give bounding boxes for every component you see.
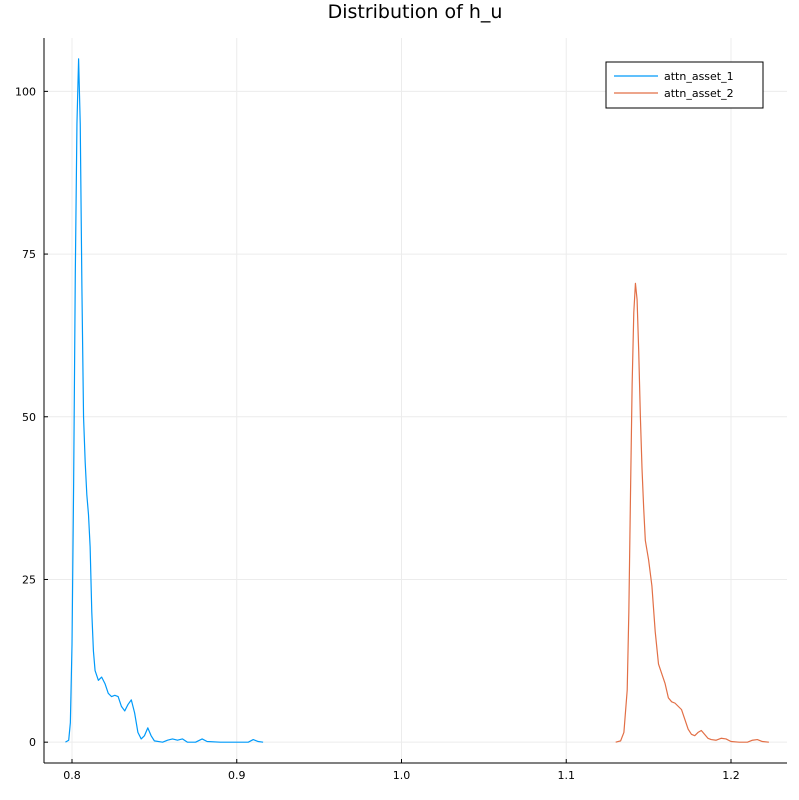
series-line-attn_asset_1 xyxy=(65,58,264,743)
x-tick-label: 0.9 xyxy=(228,769,246,782)
y-tick-label: 0 xyxy=(29,736,36,749)
chart-title: Distribution of h_u xyxy=(328,1,503,23)
tick-labels: 0.8 0.9 1.0 1.1 1.2 0 25 50 75 100 xyxy=(15,85,740,782)
y-tick-label: 100 xyxy=(15,85,36,98)
x-tick-label: 1.0 xyxy=(393,769,411,782)
series-lines xyxy=(65,58,769,743)
x-tick-label: 0.8 xyxy=(63,769,81,782)
y-tick-label: 75 xyxy=(22,248,36,261)
x-tick-label: 1.1 xyxy=(557,769,575,782)
y-tick-label: 50 xyxy=(22,411,36,424)
y-tick-label: 25 xyxy=(22,573,36,586)
axes xyxy=(43,38,787,764)
x-tick-label: 1.2 xyxy=(722,769,740,782)
legend-label: attn_asset_1 xyxy=(664,70,734,83)
legend-label: attn_asset_2 xyxy=(664,87,734,100)
legend: attn_asset_1 attn_asset_2 xyxy=(605,61,764,109)
legend-box xyxy=(605,61,764,109)
series-line-attn_asset_2 xyxy=(615,282,769,743)
grid-lines xyxy=(44,38,787,763)
